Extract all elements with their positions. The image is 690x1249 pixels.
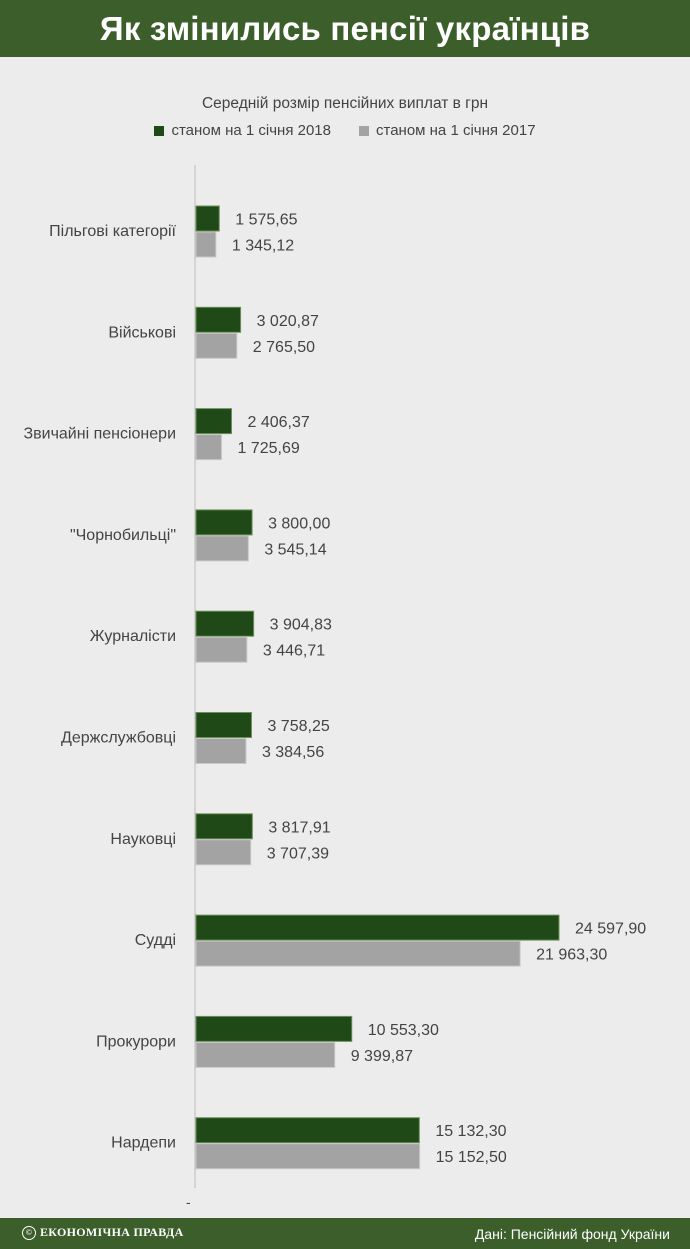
bar-2018: [195, 509, 253, 536]
data-label-2017: 3 707,39: [267, 845, 329, 862]
legend-swatch-2018: [154, 125, 165, 136]
bar-2018: [195, 610, 255, 637]
data-label-2018: 3 817,91: [268, 819, 330, 836]
bar-2018: [195, 712, 252, 738]
bar-2017: [195, 535, 249, 562]
brand-logo: © ЕКОНОМІЧНА ПРАВДА: [22, 1225, 184, 1240]
legend-swatch-2017: [359, 125, 369, 136]
data-label-2017: 21 963,30: [536, 947, 607, 964]
bar-2017: [195, 940, 521, 967]
bar-2017: [195, 738, 247, 764]
bar-2018: [195, 914, 560, 941]
bar-2018: [195, 1117, 420, 1144]
data-label-2017: 3 446,71: [263, 643, 325, 660]
category-label: Пільгові категорії: [49, 223, 176, 240]
x-axis-tick-label: -: [186, 1194, 191, 1210]
data-source: Дані: Пенсійний фонд України: [474, 1226, 670, 1242]
category-label: "Чорнобильці": [70, 527, 176, 544]
page-title: Як змінились пенсії українців: [99, 9, 591, 47]
data-label-2017: 2 765,50: [253, 339, 315, 356]
data-label-2018: 3 758,25: [267, 718, 329, 735]
data-label-2017: 3 545,14: [264, 541, 326, 558]
bar-2017: [195, 1041, 336, 1068]
category-label: Журналісти: [90, 628, 176, 645]
data-label-2018: 1 575,65: [235, 212, 297, 229]
bar-2017: [195, 231, 217, 258]
chart-title: Середній розмір пенсійних виплат в грн: [201, 95, 489, 112]
legend-item-2018: станом на 1 січня 2018: [154, 122, 331, 139]
data-label-2018: 3 020,87: [257, 313, 319, 330]
data-label-2017: 1 345,12: [232, 238, 294, 255]
data-label-2017: 3 384,56: [262, 744, 324, 761]
bar-2017: [195, 636, 248, 663]
data-label-2018: 10 553,30: [368, 1022, 439, 1039]
bar-2018: [195, 306, 242, 333]
chart-legend: станом на 1 січня 2018 станом на 1 січня…: [0, 122, 690, 139]
data-label-2018: 3 800,00: [268, 515, 330, 532]
data-label-2018: 2 406,37: [248, 414, 310, 431]
data-label-2018: 3 904,83: [270, 617, 332, 634]
category-label: Звичайні пенсіонери: [23, 426, 176, 443]
legend-label-2018: станом на 1 січня 2018: [171, 122, 331, 139]
bar-2017: [195, 332, 238, 359]
bar-2018: [195, 813, 253, 840]
bar-2017: [195, 839, 252, 866]
category-label: Держслужбовці: [61, 730, 176, 747]
data-label-2017: 1 725,69: [237, 440, 299, 457]
bar-2017: [195, 434, 222, 461]
bar-chart: Пільгові категорії 1 575,65 1 345,12 Військ…: [23, 165, 646, 1210]
category-label: Прокурори: [96, 1033, 176, 1050]
bar-2018: [195, 205, 220, 232]
brand-name: ЕКОНОМІЧНА ПРАВДА: [40, 1225, 184, 1239]
bar-2018: [195, 408, 233, 435]
category-label: Військові: [108, 324, 176, 341]
footer-bar: © ЕКОНОМІЧНА ПРАВДА Дані: Пенсійний фонд…: [0, 1218, 690, 1249]
legend-item-2017: станом на 1 січня 2017: [359, 122, 536, 139]
data-label-2017: 15 152,50: [436, 1149, 507, 1166]
data-label-2018: 15 132,30: [435, 1123, 506, 1140]
data-label-2018: 24 597,90: [575, 921, 646, 938]
bar-2018: [195, 1015, 353, 1042]
header-bar: Як змінились пенсії українців: [0, 0, 690, 57]
category-label: Нардепи: [111, 1135, 176, 1152]
copyright-icon: ©: [22, 1225, 36, 1240]
bar-2017: [195, 1143, 421, 1170]
data-label-2017: 9 399,87: [351, 1048, 413, 1065]
category-label: Науковці: [110, 831, 176, 848]
category-label: Судді: [135, 932, 176, 949]
legend-label-2017: станом на 1 січня 2017: [376, 122, 536, 139]
